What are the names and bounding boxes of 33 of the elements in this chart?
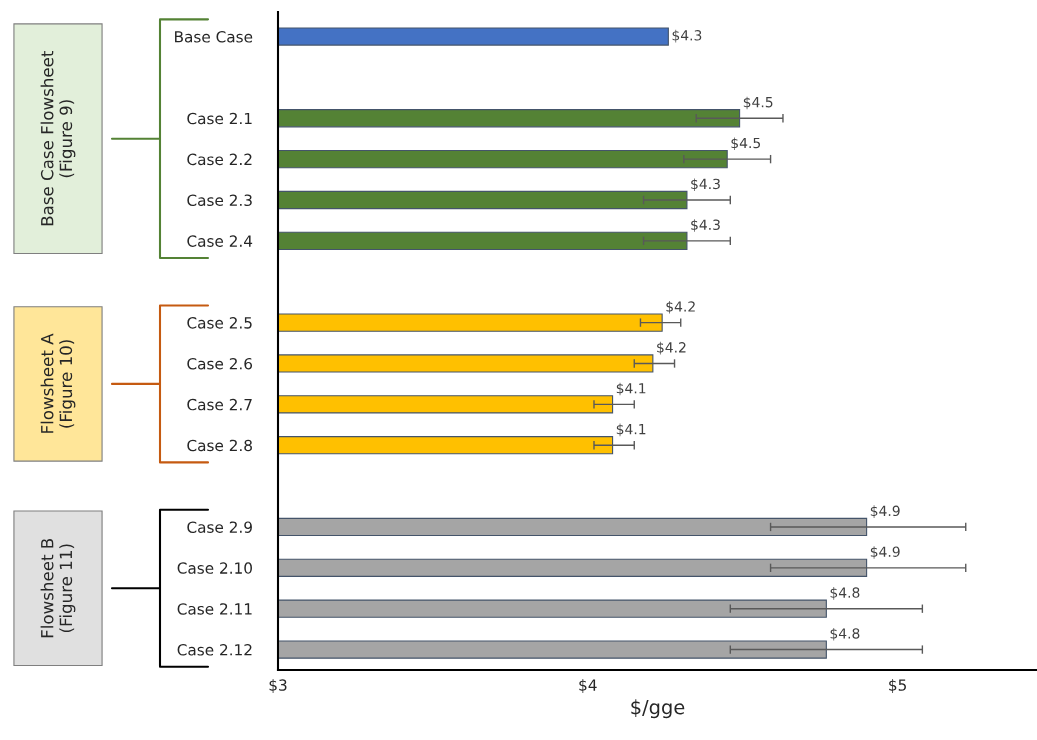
data-label: $4.1	[616, 423, 646, 437]
y-tick-label: Case 2.12	[177, 644, 252, 656]
x-tick-label: $4	[579, 679, 597, 693]
data-label: $4.8	[830, 587, 860, 600]
data-label: $4.5	[731, 137, 761, 151]
data-label: $4.3	[672, 29, 702, 43]
y-tick-label: Case 2.1	[187, 112, 252, 125]
data-label: $4.3	[691, 219, 720, 232]
y-tick-label: Case 2.3	[187, 194, 252, 207]
y-tick-label: Case 2.10	[177, 562, 252, 574]
data-label: $4.1	[616, 382, 646, 396]
text: Flowsheet B (Figure 11)	[40, 538, 76, 638]
y-tick-label: Case 2.9	[187, 521, 252, 533]
x-axis-title: $/gge	[631, 699, 685, 719]
y-tick-label: Case 2.7	[187, 398, 252, 411]
x-tick-label: $3	[269, 679, 287, 693]
data-label: $4.5	[743, 96, 773, 110]
y-tick-label: Case 2.4	[187, 235, 253, 247]
y-tick-label: Case 2.6	[187, 357, 253, 370]
data-label: $4.8	[830, 627, 860, 641]
y-tick-label: Case 2.8	[187, 439, 252, 452]
text: Flowsheet A (Figure 10)	[40, 333, 76, 433]
data-label: $4.9	[870, 505, 900, 518]
data-label: $4.9	[870, 546, 900, 559]
y-tick-label: Case 2.11	[177, 603, 252, 615]
x-tick-label: $5	[889, 679, 906, 693]
text: Base Case Flowsheet (Figure 9)	[40, 50, 76, 226]
y-tick-label: Case 2.5	[187, 317, 252, 329]
data-label: $4.3	[691, 178, 720, 191]
y-tick-label: Base Case	[175, 30, 253, 43]
data-label: $4.2	[657, 341, 686, 355]
y-tick-label: Case 2.2	[187, 153, 252, 166]
data-label: $4.2	[666, 300, 695, 314]
